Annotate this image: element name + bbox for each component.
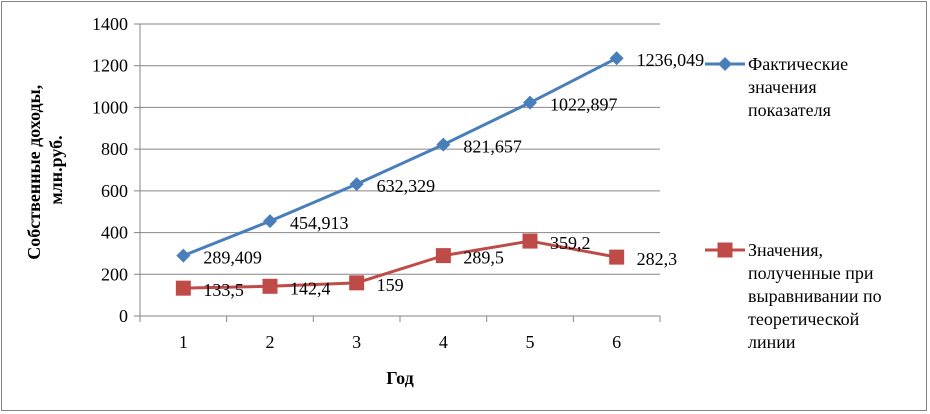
tick-labels: 0 200 400 600 800 1000 1200 1400 1 2 3 4 5 6 bbox=[92, 14, 621, 352]
x-tick-label: 6 bbox=[612, 332, 621, 352]
point-marker bbox=[522, 233, 538, 249]
x-tick-label: 3 bbox=[352, 332, 361, 352]
legend: Фактические значения показателя Значения, по… bbox=[705, 54, 882, 352]
series-line bbox=[183, 239, 617, 290]
point-marker bbox=[175, 280, 191, 296]
data-label: 632,329 bbox=[377, 176, 436, 196]
point-marker bbox=[349, 177, 364, 192]
y-tick-label: 400 bbox=[101, 223, 128, 243]
legend-label: линии bbox=[748, 332, 796, 352]
x-axis-title: Год bbox=[386, 368, 413, 388]
axis-titles: Год Собственные доходы, млн.руб. bbox=[24, 80, 414, 388]
y-tick-label: 1000 bbox=[92, 97, 128, 117]
data-label: 1236,049 bbox=[637, 50, 705, 70]
data-label: 133,5 bbox=[203, 280, 244, 300]
legend-label: выравнивании по bbox=[748, 286, 882, 306]
point-marker bbox=[349, 275, 365, 291]
y-tick-label: 1400 bbox=[92, 14, 128, 34]
legend-label: теоретической bbox=[748, 309, 860, 329]
x-tick-label: 4 bbox=[439, 332, 448, 352]
y-axis-title-line-2: млн.руб. bbox=[46, 135, 66, 204]
point-marker bbox=[436, 137, 451, 152]
point-marker bbox=[718, 57, 732, 71]
y-axis-title-line-1: Собственные доходы, bbox=[24, 85, 44, 260]
data-label: 359,2 bbox=[550, 233, 591, 253]
data-label: 289,5 bbox=[463, 248, 504, 268]
axes bbox=[134, 23, 661, 322]
legend-label: значения bbox=[748, 77, 817, 97]
y-tick-label: 0 bbox=[119, 306, 128, 326]
y-tick-label: 1200 bbox=[92, 56, 128, 76]
legend-label: показателя bbox=[748, 100, 831, 120]
x-tick-label: 2 bbox=[266, 332, 275, 352]
data-label: 821,657 bbox=[463, 137, 522, 157]
x-tick-label: 1 bbox=[179, 332, 188, 352]
data-label: 1022,897 bbox=[550, 95, 618, 115]
series-group bbox=[175, 51, 625, 296]
legend-label: Значения, bbox=[748, 240, 823, 260]
y-tick-label: 600 bbox=[101, 181, 128, 201]
point-marker bbox=[523, 95, 537, 110]
y-axis-title: Собственные доходы, млн.руб. bbox=[24, 80, 66, 259]
point-marker bbox=[262, 278, 278, 294]
point-marker bbox=[176, 248, 191, 263]
point-marker bbox=[609, 51, 624, 66]
data-label: 142,4 bbox=[290, 278, 331, 298]
data-labels: 289,409 454,913 632,329 821,657 1022,897 1236… bbox=[203, 50, 704, 300]
gridlines bbox=[140, 23, 660, 275]
y-tick-label: 200 bbox=[101, 264, 128, 284]
legend-label: Фактические bbox=[748, 54, 848, 74]
legend-label: полученные при bbox=[748, 263, 874, 283]
legend-entry: Фактические значения показателя bbox=[705, 54, 848, 120]
legend-entry: Значения, полученные при выравнивании по те… bbox=[705, 240, 882, 352]
series-line bbox=[182, 56, 618, 258]
point-marker bbox=[263, 214, 277, 229]
data-label: 289,409 bbox=[203, 248, 261, 268]
point-marker bbox=[435, 248, 451, 264]
data-label: 282,3 bbox=[637, 249, 678, 269]
point-marker bbox=[717, 242, 733, 258]
point-marker bbox=[609, 249, 625, 265]
x-tick-label: 5 bbox=[526, 332, 535, 352]
y-tick-label: 800 bbox=[101, 139, 128, 159]
data-label: 159 bbox=[377, 275, 404, 295]
data-label: 454,913 bbox=[290, 213, 349, 233]
